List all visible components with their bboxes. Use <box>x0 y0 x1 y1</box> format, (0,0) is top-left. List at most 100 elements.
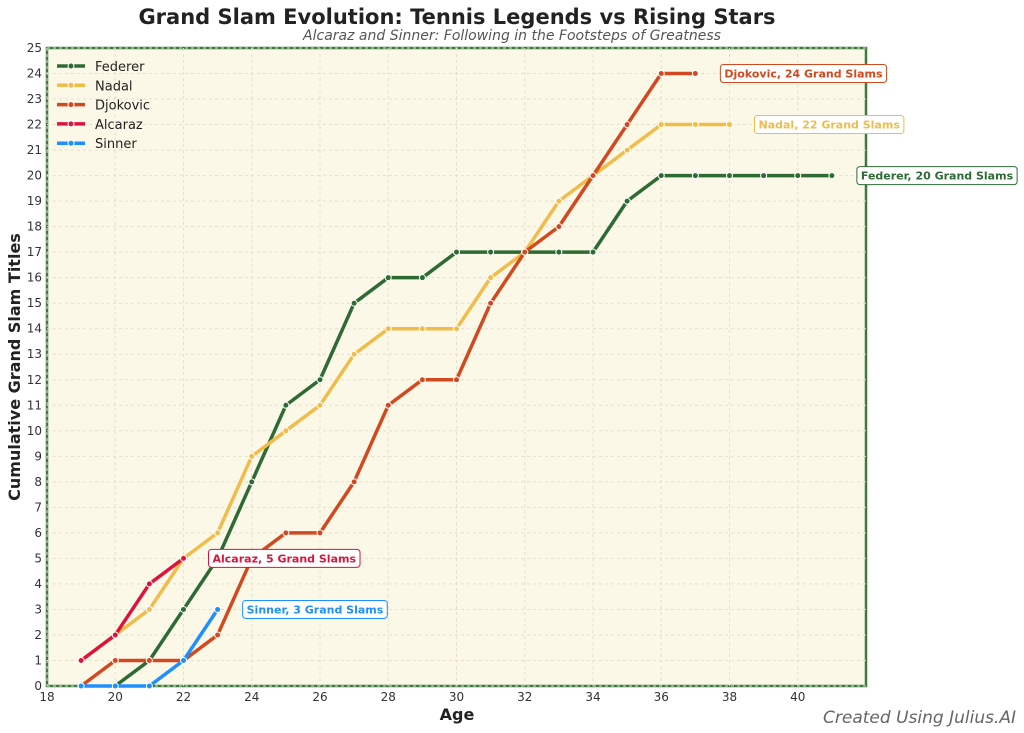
series-line-federer <box>114 173 832 688</box>
x-tick-label: 28 <box>381 690 396 704</box>
data-point <box>180 554 187 562</box>
chart-subtitle: Alcaraz and Sinner: Following in the Foo… <box>302 28 721 44</box>
data-point <box>316 529 324 537</box>
data-point <box>145 605 153 613</box>
annotation-box <box>208 548 361 568</box>
legend-marker <box>67 62 75 70</box>
y-tick-label: 3 <box>34 602 42 616</box>
series-line-alcaraz <box>80 556 185 662</box>
legend-label: Federer <box>95 60 145 75</box>
data-point <box>487 299 495 307</box>
y-tick-label: 8 <box>34 475 42 489</box>
annotation-federer: Federer, 20 Grand Slams <box>861 170 1014 183</box>
data-point <box>657 70 665 78</box>
data-point <box>77 682 85 690</box>
data-point <box>418 376 426 384</box>
y-tick-label: 17 <box>27 245 42 259</box>
y-tick-label: 24 <box>27 67 42 81</box>
data-point <box>282 529 290 537</box>
y-tick-label: 4 <box>34 577 42 591</box>
data-point <box>453 248 460 256</box>
data-point <box>555 197 563 205</box>
x-axis-label: Age <box>440 705 475 724</box>
legend-marker <box>67 101 75 109</box>
data-point <box>145 580 153 588</box>
data-point <box>555 223 563 231</box>
y-tick-label: 23 <box>27 92 42 106</box>
data-point <box>691 172 699 180</box>
data-point <box>726 121 733 129</box>
chart-title: Grand Slam Evolution: Tennis Legends vs … <box>138 5 775 29</box>
data-point <box>282 427 290 435</box>
data-point <box>623 197 631 205</box>
data-point <box>657 172 665 180</box>
annotation-djokovic: Djokovic, 24 Grand Slams <box>724 68 883 81</box>
y-tick-label: 6 <box>34 526 42 540</box>
y-axis-label: Cumulative Grand Slam Titles <box>5 233 24 501</box>
data-point <box>691 121 699 129</box>
x-tick-label: 38 <box>722 690 737 704</box>
y-tick-label: 10 <box>27 424 42 438</box>
y-tick-label: 18 <box>27 220 42 234</box>
data-point <box>623 121 631 129</box>
data-point <box>350 478 358 486</box>
data-point <box>487 248 495 256</box>
data-point <box>214 631 222 639</box>
y-tick-label: 20 <box>27 169 42 183</box>
y-tick-label: 11 <box>27 398 42 412</box>
y-tick-label: 13 <box>27 347 42 361</box>
x-tick-label: 34 <box>585 690 600 704</box>
data-point <box>384 274 392 282</box>
series-line-nadal <box>80 122 730 662</box>
data-point <box>623 146 631 154</box>
y-tick-label: 7 <box>34 500 42 514</box>
data-point <box>691 70 699 78</box>
data-point <box>487 274 495 282</box>
watermark: Created Using Julius.AI <box>823 708 1016 728</box>
legend-marker <box>67 139 75 147</box>
data-point <box>248 452 256 460</box>
data-point <box>111 682 119 690</box>
x-tick-label: 20 <box>108 690 123 704</box>
x-tick-label: 18 <box>39 690 54 704</box>
y-tick-label: 12 <box>27 373 42 387</box>
data-point <box>145 682 153 690</box>
data-point <box>180 656 187 664</box>
x-tick-label: 36 <box>654 690 669 704</box>
data-point <box>418 274 426 282</box>
y-tick-label: 16 <box>27 271 42 285</box>
data-point <box>316 401 324 409</box>
y-tick-label: 5 <box>34 551 42 565</box>
data-point <box>384 325 392 333</box>
data-point <box>794 172 802 180</box>
legend-marker <box>67 81 75 89</box>
data-point <box>657 121 665 129</box>
data-point <box>248 478 256 486</box>
x-tick-label: 24 <box>244 690 259 704</box>
x-tick-label: 26 <box>312 690 327 704</box>
legend-label: Djokovic <box>95 99 150 114</box>
y-tick-label: 22 <box>27 118 42 132</box>
y-tick-label: 15 <box>27 296 42 310</box>
data-point <box>453 376 460 384</box>
y-tick-label: 2 <box>34 628 42 642</box>
y-tick-label: 9 <box>34 449 42 463</box>
data-point <box>760 172 768 180</box>
data-point <box>180 605 187 613</box>
annotation-box <box>754 115 905 135</box>
data-point <box>111 631 119 639</box>
x-tick-label: 22 <box>176 690 191 704</box>
data-point <box>589 248 597 256</box>
data-point <box>214 605 222 613</box>
y-tick-label: 1 <box>34 653 42 667</box>
annotation-box <box>719 64 888 84</box>
y-tick-label: 19 <box>27 194 42 208</box>
y-tick-label: 25 <box>27 41 42 55</box>
annotation-alcaraz: Alcaraz, 5 Grand Slams <box>213 552 357 565</box>
legend-label: Nadal <box>95 79 133 94</box>
annotation-box <box>242 599 388 619</box>
data-point <box>77 656 85 664</box>
annotation-sinner: Sinner, 3 Grand Slams <box>247 603 384 616</box>
legend-marker <box>67 120 75 128</box>
